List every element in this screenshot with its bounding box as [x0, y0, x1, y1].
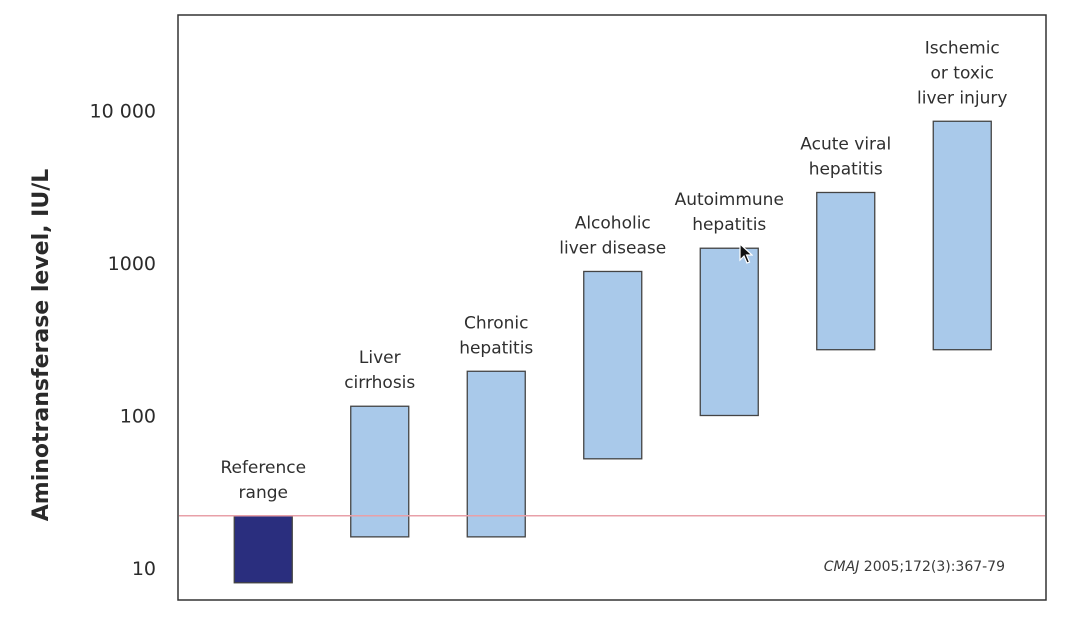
category-label: Acute viral — [800, 134, 891, 154]
citation-journal: CMAJ — [824, 559, 860, 575]
category-label: or toxic — [931, 63, 994, 83]
range-bar — [699, 247, 759, 417]
category-label: cirrhosis — [344, 373, 415, 393]
category-label: range — [239, 483, 288, 503]
range-bar — [816, 191, 876, 351]
category-labels: Reference range Liver cirrhosis Chronic hepat… — [220, 38, 1007, 503]
range-bar — [932, 120, 992, 351]
y-tick-label: 1000 — [108, 253, 156, 275]
citation-annotation: CMAJ 2005;172(3):367-79 — [824, 559, 1005, 575]
bars-layer — [233, 120, 992, 584]
y-tick-labels: 10 100 1000 10 000 — [90, 101, 156, 581]
category-label: Chronic — [464, 313, 529, 333]
category-label: hepatitis — [459, 338, 533, 358]
y-tick-label: 10 — [132, 558, 156, 580]
category-label: hepatitis — [809, 159, 883, 179]
category-label: liver injury — [917, 88, 1007, 108]
range-bar — [466, 370, 526, 538]
y-axis-title: Aminotransferase level, IU/L — [29, 169, 54, 521]
category-label: hepatitis — [692, 215, 766, 235]
category-label: Reference — [220, 458, 306, 478]
category-label: Ischemic — [925, 38, 1000, 58]
y-tick-label: 10 000 — [90, 101, 156, 123]
range-bar — [350, 405, 410, 538]
range-bar — [583, 270, 643, 460]
mouse-pointer-icon — [739, 243, 753, 264]
category-label: Alcoholic — [575, 213, 651, 233]
y-tick-label: 100 — [120, 406, 156, 428]
category-label: liver disease — [559, 238, 666, 258]
category-label: Autoimmune — [675, 190, 784, 210]
range-bar — [233, 515, 293, 584]
category-label: Liver — [359, 348, 401, 368]
citation-reference: 2005;172(3):367-79 — [859, 559, 1005, 575]
